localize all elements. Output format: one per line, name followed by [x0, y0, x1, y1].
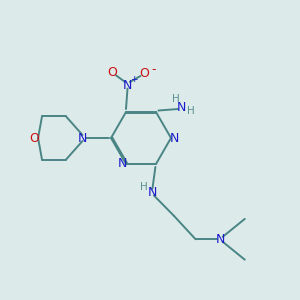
Text: N: N: [123, 79, 132, 92]
Text: +: +: [130, 74, 137, 83]
Text: N: N: [78, 131, 87, 145]
Text: O: O: [139, 67, 149, 80]
Text: N: N: [118, 158, 127, 170]
Text: N: N: [177, 101, 186, 114]
Text: N: N: [170, 131, 179, 145]
Text: O: O: [30, 131, 39, 145]
Text: N: N: [148, 186, 157, 199]
Text: H: H: [140, 182, 148, 192]
Text: -: -: [152, 63, 156, 76]
Text: N: N: [215, 233, 225, 246]
Text: O: O: [107, 66, 117, 79]
Text: H: H: [172, 94, 180, 104]
Text: H: H: [187, 106, 195, 116]
